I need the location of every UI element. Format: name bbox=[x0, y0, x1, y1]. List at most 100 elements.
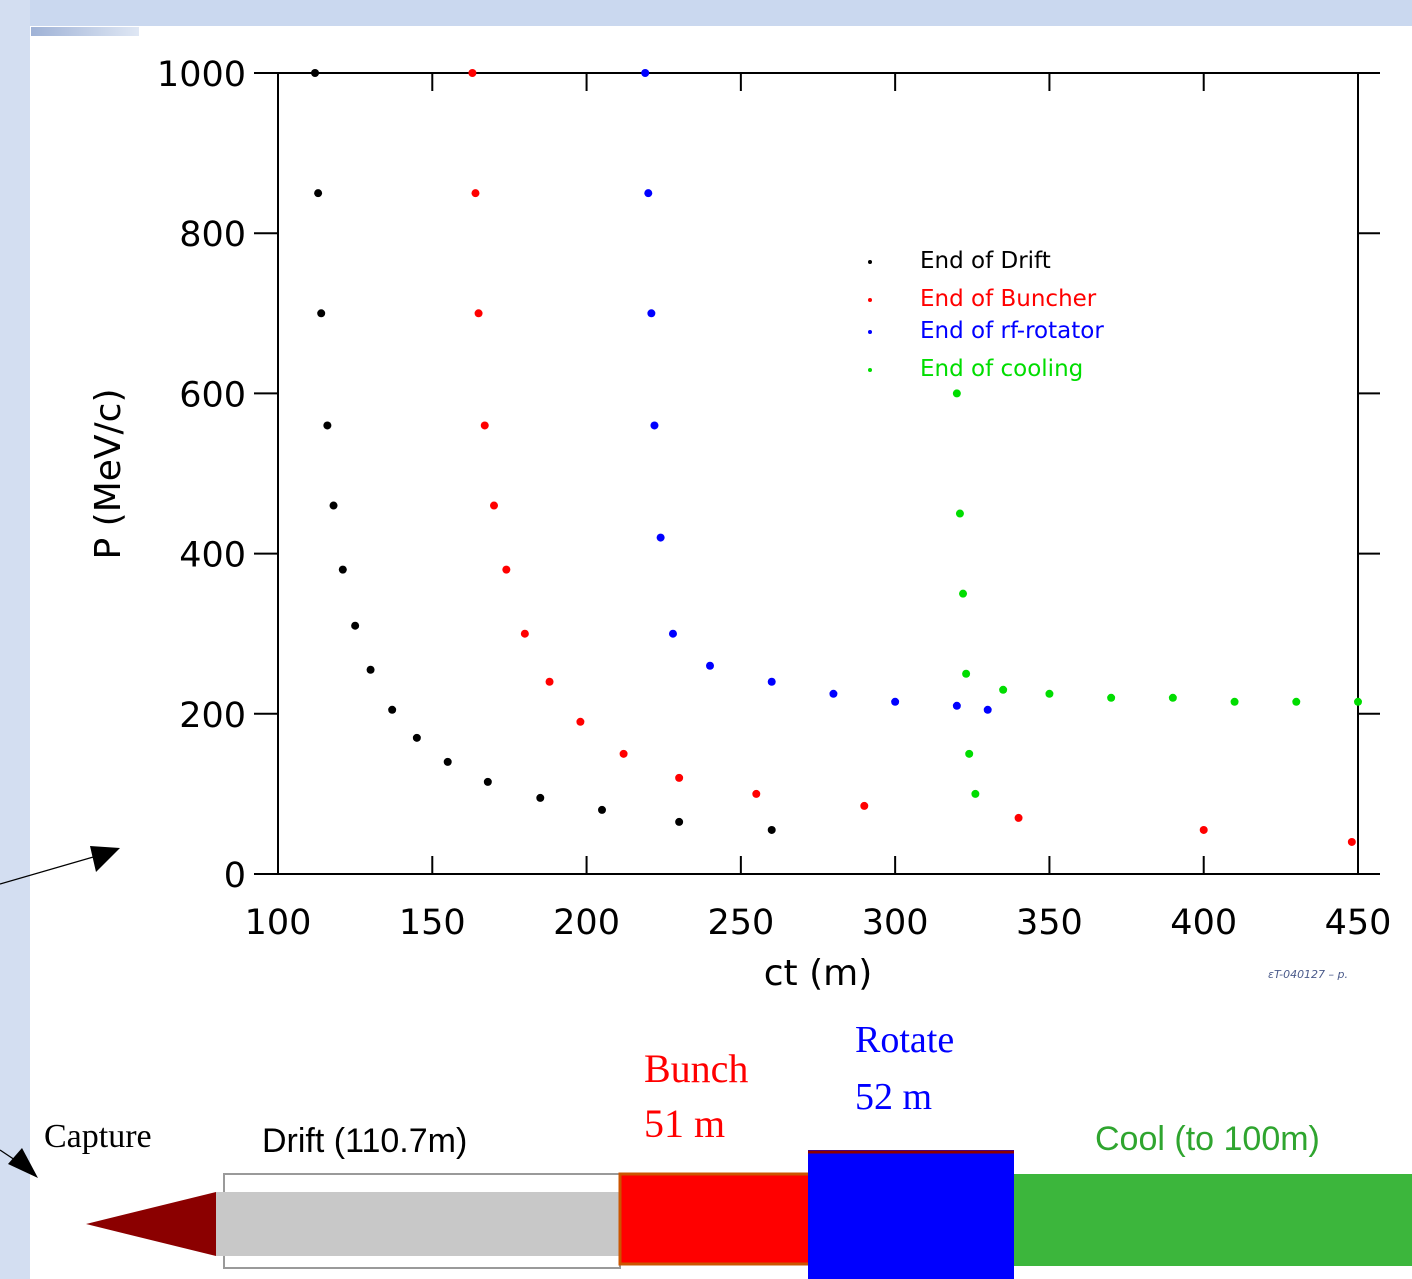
data-point bbox=[668, 629, 677, 638]
x-tick-label: 350 bbox=[1016, 903, 1083, 943]
data-point bbox=[351, 621, 360, 630]
data-point bbox=[955, 509, 964, 518]
plot-frame bbox=[277, 72, 1359, 875]
data-point bbox=[502, 565, 511, 574]
legend-label: End of Drift bbox=[920, 248, 1051, 274]
data-point bbox=[619, 749, 628, 758]
y-tick-label: 600 bbox=[179, 375, 246, 415]
data-point bbox=[752, 789, 761, 798]
data-point bbox=[520, 629, 529, 638]
y-tick-label: 800 bbox=[179, 215, 246, 255]
data-point bbox=[468, 69, 477, 77]
data-point bbox=[480, 421, 489, 430]
x-tick-label: 250 bbox=[707, 903, 774, 943]
data-point bbox=[1354, 697, 1362, 706]
data-point bbox=[641, 69, 650, 77]
data-point bbox=[483, 777, 492, 786]
data-point bbox=[1347, 837, 1356, 846]
data-point bbox=[1045, 689, 1054, 698]
data-point bbox=[999, 685, 1008, 694]
data-point bbox=[952, 701, 961, 710]
data-point bbox=[329, 501, 338, 510]
data-point bbox=[647, 309, 656, 318]
data-point bbox=[317, 309, 326, 318]
data-point bbox=[650, 421, 659, 430]
data-point bbox=[1292, 697, 1301, 706]
data-point bbox=[412, 733, 421, 742]
y-tick-label: 400 bbox=[179, 536, 246, 576]
legend-label: End of cooling bbox=[920, 356, 1083, 382]
data-point bbox=[1199, 825, 1208, 834]
data-point bbox=[598, 805, 606, 814]
y-axis-label: P (MeV/c) bbox=[88, 389, 129, 560]
data-point bbox=[656, 533, 665, 542]
legend-marker bbox=[868, 298, 872, 302]
data-point bbox=[767, 677, 776, 686]
axis-ticks bbox=[254, 72, 1380, 875]
data-point bbox=[675, 817, 684, 826]
data-point bbox=[1107, 693, 1116, 702]
data-point bbox=[338, 565, 347, 574]
data-point bbox=[490, 501, 498, 510]
slide-footnote: εT-040127 – p. bbox=[1268, 968, 1349, 981]
bunch-label: Bunch bbox=[644, 1046, 749, 1091]
data-point bbox=[311, 69, 320, 77]
data-point bbox=[965, 749, 974, 758]
data-point bbox=[536, 793, 545, 802]
x-tick-label: 450 bbox=[1325, 903, 1392, 943]
cooler-section bbox=[1014, 1174, 1412, 1266]
top-border bbox=[0, 0, 1412, 26]
data-point bbox=[314, 189, 323, 198]
y-tick-label: 0 bbox=[224, 856, 246, 896]
legend-marker bbox=[868, 260, 872, 264]
data-points bbox=[311, 69, 1362, 846]
y-tick-label: 200 bbox=[179, 696, 246, 736]
x-tick-label: 150 bbox=[399, 903, 466, 943]
data-point bbox=[952, 389, 961, 398]
data-point bbox=[983, 705, 992, 714]
data-point bbox=[767, 825, 776, 834]
rotate-label: Rotate bbox=[855, 1019, 955, 1061]
data-point bbox=[471, 189, 480, 198]
data-point bbox=[576, 717, 585, 726]
series-points bbox=[641, 69, 992, 714]
data-point bbox=[675, 773, 684, 782]
data-point bbox=[388, 705, 397, 714]
legend-label: End of rf-rotator bbox=[920, 318, 1104, 344]
legend-marker bbox=[868, 368, 872, 372]
data-point bbox=[1168, 693, 1177, 702]
data-point bbox=[891, 697, 900, 706]
data-point bbox=[829, 689, 838, 698]
x-tick-label: 100 bbox=[245, 903, 312, 943]
data-point bbox=[474, 309, 483, 318]
data-point bbox=[959, 589, 968, 598]
content-area bbox=[30, 26, 1412, 1279]
beamline-diagram bbox=[86, 1150, 1412, 1279]
data-point bbox=[962, 669, 971, 678]
data-point bbox=[545, 677, 554, 686]
left-border bbox=[0, 0, 30, 1279]
x-tick-label: 200 bbox=[553, 903, 620, 943]
series-points bbox=[468, 69, 1356, 846]
bunch-length: 51 m bbox=[644, 1101, 726, 1146]
legend: End of Drift End of Buncher End of rf-rota… bbox=[868, 248, 1104, 382]
data-point bbox=[860, 801, 869, 810]
data-point bbox=[443, 757, 452, 766]
data-point bbox=[323, 421, 332, 430]
legend-label: End of Buncher bbox=[920, 286, 1097, 312]
arrow-to-plot-head bbox=[90, 846, 120, 872]
arrow-to-capture-head bbox=[8, 1148, 38, 1178]
rotator-section bbox=[808, 1150, 1014, 1279]
data-point bbox=[1230, 697, 1239, 706]
drift-pipe bbox=[216, 1192, 624, 1256]
y-tick-label: 1000 bbox=[157, 55, 246, 95]
rotate-length: 52 m bbox=[855, 1076, 933, 1118]
cool-label: Cool (to 100m) bbox=[1095, 1120, 1320, 1158]
data-point bbox=[644, 189, 653, 198]
legend-marker bbox=[868, 330, 872, 334]
series-points bbox=[311, 69, 776, 834]
series-points bbox=[952, 389, 1362, 798]
drift-label: Drift (110.7m) bbox=[262, 1122, 468, 1160]
